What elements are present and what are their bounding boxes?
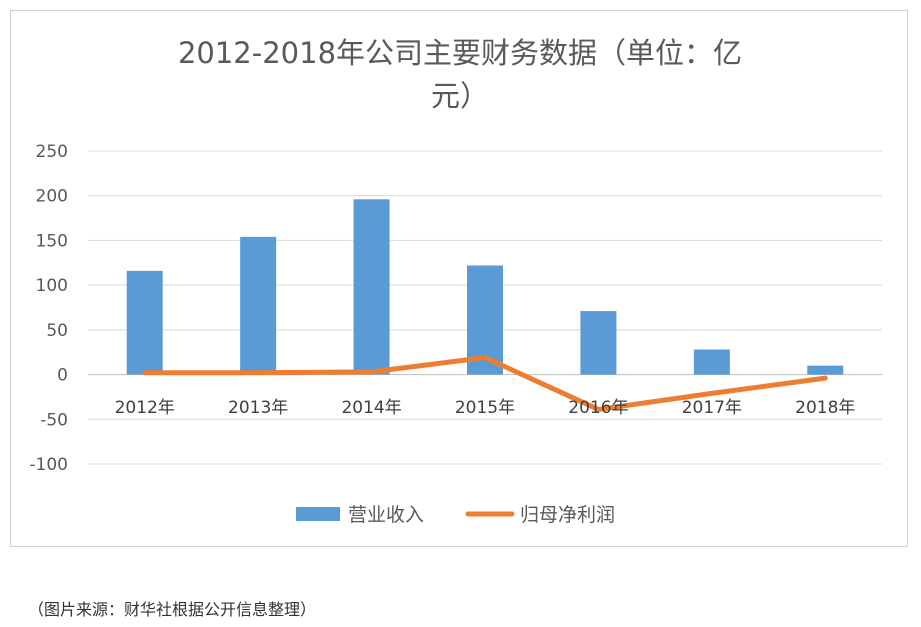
- x-axis-ticks: 2012年 2013年 2014年 2015年 2016年 2017年 2018年: [115, 398, 856, 418]
- bar: [240, 236, 277, 375]
- y-tick-label: 0: [57, 366, 68, 386]
- y-axis-ticks: -100 -50 0 50 100 150 200 250: [29, 142, 68, 475]
- x-tick-label: 2012年: [115, 398, 175, 418]
- x-tick-label: 2015年: [455, 398, 515, 418]
- x-tick-label: 2018年: [795, 398, 855, 418]
- bar: [353, 199, 390, 375]
- x-tick-label: 2016年: [568, 398, 628, 418]
- y-tick-label: -50: [40, 410, 68, 430]
- x-tick-label: 2017年: [682, 398, 742, 418]
- y-tick-label: 250: [36, 142, 68, 162]
- legend-swatch-bar: [296, 507, 340, 521]
- bar: [807, 365, 844, 375]
- chart-title-line: 元）: [431, 79, 489, 113]
- y-tick-label: 200: [36, 187, 68, 207]
- source-caption: （图片来源：财华社根据公开信息整理）: [28, 600, 317, 619]
- line-series-path: [142, 355, 828, 412]
- y-tick-label: 100: [36, 276, 68, 296]
- bar: [126, 270, 163, 375]
- legend-label: 归母净利润: [520, 504, 615, 526]
- legend-label: 营业收入: [348, 504, 424, 526]
- legend: 营业收入 归母净利润: [296, 504, 615, 526]
- line-series: [142, 355, 828, 412]
- y-tick-label: 50: [46, 321, 68, 341]
- y-tick-label: 150: [36, 231, 68, 251]
- bar: [580, 311, 617, 375]
- chart-title-line: 2012-2018年公司主要财务数据（单位：亿: [178, 36, 742, 70]
- y-tick-label: -100: [29, 455, 68, 475]
- bar: [693, 349, 730, 375]
- x-tick-label: 2013年: [228, 398, 288, 418]
- x-tick-label: 2014年: [341, 398, 401, 418]
- chart-title: 2012-2018年公司主要财务数据（单位：亿元）: [178, 36, 742, 113]
- bar-series: [126, 199, 844, 375]
